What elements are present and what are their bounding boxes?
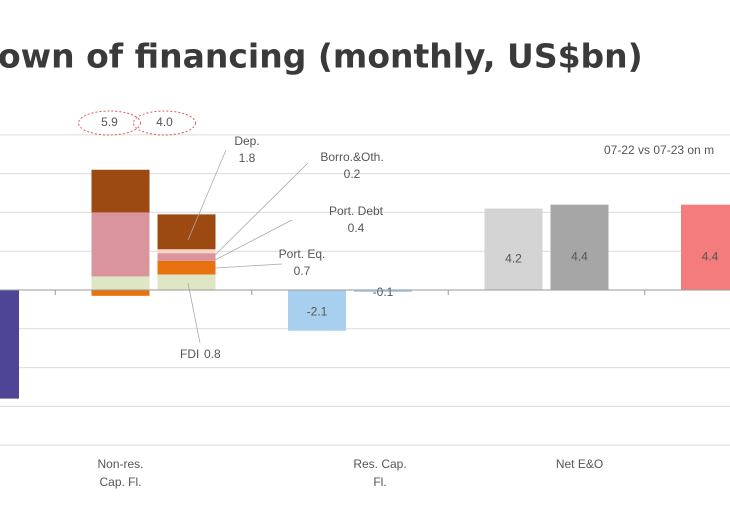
bar-segment: [157, 249, 216, 254]
bar-segment: [157, 260, 216, 275]
bar-segment: [157, 274, 216, 290]
chart-title: own of financing (monthly, US$bn): [0, 37, 643, 76]
x-tick-label: Cap. Fl.: [99, 475, 141, 489]
bar: [484, 208, 543, 290]
leader-line: [187, 149, 227, 241]
segment-value: 0.2: [344, 167, 361, 181]
segment-name: FDI: [180, 347, 199, 361]
segment-value: 0.7: [294, 264, 311, 278]
bar-segment: [157, 214, 216, 250]
total-label: 4.0: [156, 115, 173, 129]
x-tick-label: Net E&O: [556, 457, 603, 471]
bar: [550, 204, 609, 290]
x-tick-label: Fl.: [373, 475, 386, 489]
bar: [681, 204, 730, 290]
bar-segment: [91, 290, 150, 296]
bar: [288, 290, 346, 331]
bar: [354, 290, 412, 292]
bar-segment: [91, 212, 150, 277]
segment-value: 0.4: [348, 221, 365, 235]
segment-name: Port. Debt: [329, 204, 384, 218]
segment-name: Borro.&Oth.: [320, 150, 383, 164]
value-label: 4.4: [571, 250, 588, 264]
value-label: 4.2: [505, 251, 522, 265]
leader-line: [214, 263, 283, 269]
x-tick-label: Res. Cap.: [353, 457, 406, 471]
total-oval: [78, 110, 141, 136]
total-label: 5.9: [101, 115, 118, 129]
segment-name: Dep.: [234, 134, 259, 148]
segment-name: Port. Eq.: [279, 247, 326, 261]
total-oval: [133, 110, 196, 136]
chart-note: 07-22 vs 07-23 on m: [604, 143, 714, 157]
bar-segment: [91, 276, 150, 290]
value-label: -0.1: [373, 285, 394, 299]
bar-segment: [91, 169, 150, 213]
bar: [0, 290, 19, 399]
bar-segment: [157, 253, 216, 261]
x-tick-label: Non-res.: [97, 457, 143, 471]
segment-value: 0.8: [204, 347, 221, 361]
value-label: 4.4: [702, 250, 719, 264]
value-label: -2.1: [307, 305, 328, 319]
segment-value: 1.8: [239, 151, 256, 165]
leader-line: [187, 282, 201, 344]
leader-line: [214, 219, 293, 261]
leader-line: [214, 162, 309, 256]
